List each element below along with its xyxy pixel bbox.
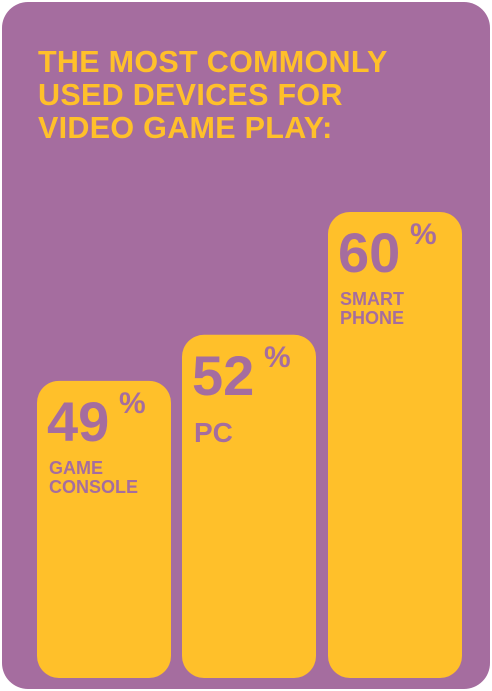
title-line-3: VIDEO GAME PLAY: xyxy=(38,111,333,145)
title-line-2: USED DEVICES FOR xyxy=(38,78,343,112)
category-label-game-console-line-1: GAME xyxy=(49,458,103,478)
bar-game-console xyxy=(37,380,171,678)
category-label-game-console-line-2: CONSOLE xyxy=(49,477,138,497)
value-label-pc: 52 xyxy=(192,344,254,407)
percent-sign-pc: % xyxy=(264,341,291,374)
bar-pc xyxy=(182,334,316,678)
category-label-pc-line-1: PC xyxy=(194,417,233,448)
value-label-game-console: 49 xyxy=(47,390,109,453)
category-label-smart-phone-line-1: SMART xyxy=(340,289,404,309)
title-line-1: THE MOST COMMONLY xyxy=(38,45,388,79)
percent-sign-smart-phone: % xyxy=(410,218,437,251)
value-label-smart-phone: 60 xyxy=(338,221,400,284)
bar-smart-phone xyxy=(328,212,462,678)
percent-sign-game-console: % xyxy=(119,387,146,420)
category-label-smart-phone-line-2: PHONE xyxy=(340,308,404,328)
chart-title: THE MOST COMMONLY USED DEVICES FOR VIDEO… xyxy=(38,46,478,145)
